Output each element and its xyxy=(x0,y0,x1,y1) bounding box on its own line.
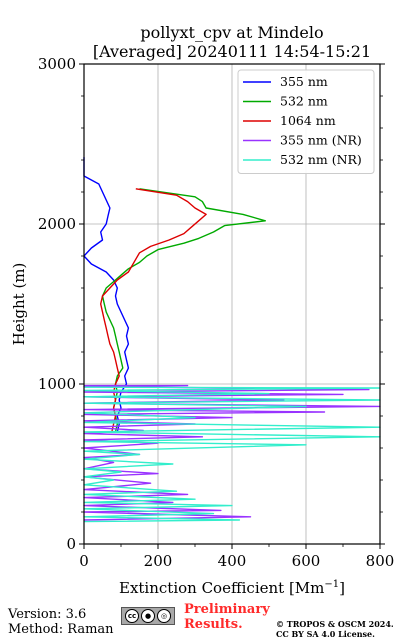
legend: 355 nm 532 nm 1064 nm 355 nm (NR) 532 nm (NR… xyxy=(237,69,375,174)
series-line-4 xyxy=(83,386,381,523)
x-tick-label: 200 xyxy=(144,552,173,570)
series-line-2 xyxy=(100,188,207,433)
x-tick-label: 400 xyxy=(218,552,247,570)
sa-icon: ◎ xyxy=(157,609,171,623)
axis-ticks: 0 200 400 600 800 0 1000 2000 3000 xyxy=(38,55,395,570)
y-tick-label: 2000 xyxy=(38,215,76,233)
copyright-line1: © TROPOS & OSCM 2024. xyxy=(276,619,394,629)
legend-label-3: 355 nm (NR) xyxy=(280,133,362,148)
chart-title-line1: pollyxt_cpv at Mindelo xyxy=(140,23,323,42)
extinction-chart: pollyxt_cpv at Mindelo [Averaged] 202401… xyxy=(10,23,395,597)
legend-label-4: 532 nm (NR) xyxy=(280,152,362,167)
legend-label-2: 1064 nm xyxy=(280,113,336,128)
copyright-line2: CC BY SA 4.0 License. xyxy=(276,629,375,639)
y-tick-label: 1000 xyxy=(38,375,76,393)
method-text: Method: Raman xyxy=(8,622,114,637)
legend-label-1: 532 nm xyxy=(280,94,328,109)
version-text: Version: 3.6 xyxy=(8,607,87,622)
cc-icon: cc xyxy=(125,609,139,623)
preliminary-notice: Preliminary Results. xyxy=(184,602,270,632)
legend-box xyxy=(237,69,375,174)
y-axis-label: Height (m) xyxy=(10,263,28,346)
chart-title-line2: [Averaged] 20240111 14:54-15:21 xyxy=(93,42,371,61)
x-axis-label: Extinction Coefficient [Mm−1] xyxy=(119,579,345,597)
preliminary-line1: Preliminary xyxy=(184,602,270,617)
y-tick-label: 3000 xyxy=(38,55,76,73)
by-icon: ● xyxy=(141,609,155,623)
copyright-notice: © TROPOS & OSCM 2024. CC BY SA 4.0 Licen… xyxy=(276,619,394,639)
x-tick-label: 0 xyxy=(79,552,89,570)
x-tick-label: 600 xyxy=(292,552,321,570)
preliminary-line2: Results. xyxy=(184,617,243,632)
y-tick-label: 0 xyxy=(66,535,76,553)
legend-label-0: 355 nm xyxy=(280,74,328,89)
series-group xyxy=(83,157,381,523)
cc-license-badge: cc ● ◎ xyxy=(121,607,175,625)
x-tick-label: 800 xyxy=(366,552,395,570)
